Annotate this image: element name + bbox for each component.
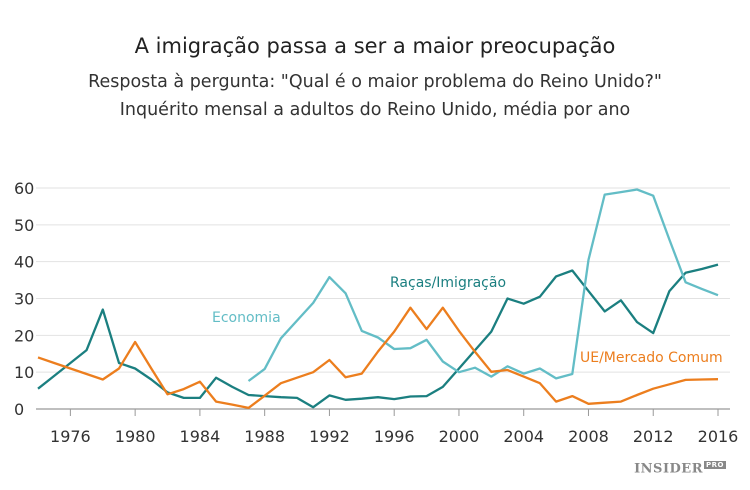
x-tick-label: 1976 xyxy=(50,427,91,446)
y-tick-label: 60 xyxy=(14,179,34,198)
x-tick-label: 2004 xyxy=(503,427,544,446)
y-tick-label: 10 xyxy=(14,363,34,382)
y-tick-label: 50 xyxy=(14,216,34,235)
y-tick-label: 30 xyxy=(14,290,34,309)
series-label: Economia xyxy=(212,310,281,326)
x-tick-label: 1996 xyxy=(374,427,415,446)
insider-pro-logo: INSIDER PRO xyxy=(634,460,726,476)
y-tick-label: 20 xyxy=(14,326,34,345)
series-label: Raças/Imigração xyxy=(390,275,506,291)
series-line-2 xyxy=(37,306,719,410)
x-tick-label: 1988 xyxy=(244,427,285,446)
series-line-0 xyxy=(37,263,719,409)
y-tick-label: 0 xyxy=(14,400,24,419)
x-tick-label: 2012 xyxy=(633,427,674,446)
x-tick-label: 2008 xyxy=(568,427,609,446)
chart-subtitle-survey: Inquérito mensal a adultos do Reino Unid… xyxy=(119,100,631,120)
x-tick-label: 2016 xyxy=(698,427,739,446)
series-line-1 xyxy=(247,188,719,382)
x-tick-label: 1980 xyxy=(115,427,156,446)
x-tick-label: 1984 xyxy=(180,427,221,446)
chart-subtitle-question: Resposta à pergunta: "Qual é o maior pro… xyxy=(88,72,662,92)
series-label: UE/Mercado Comum xyxy=(580,350,723,366)
x-tick-label: 2000 xyxy=(439,427,480,446)
x-tick-label: 1992 xyxy=(309,427,350,446)
y-tick-label: 40 xyxy=(14,253,34,272)
chart-title: A imigração passa a ser a maior preocupa… xyxy=(134,34,616,58)
